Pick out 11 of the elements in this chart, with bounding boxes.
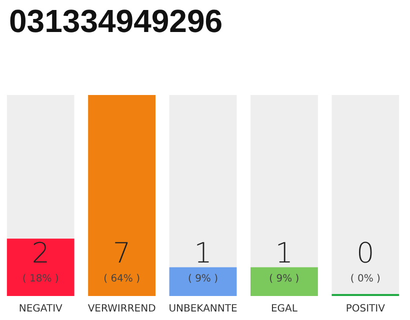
x-tick-label: EGAL	[270, 304, 298, 314]
chart-title: 031334949296	[9, 3, 223, 39]
x-tick-label: POSITIV	[346, 304, 386, 314]
x-tick-label: NEGATIV	[18, 304, 63, 314]
x-tick-label: VERWIRREND	[88, 304, 156, 314]
data-label: 2 ( 18% )	[22, 236, 59, 284]
x-tick-label: UNBEKANNTE	[168, 304, 238, 314]
data-label: 1 ( 9% )	[269, 236, 300, 284]
data-label: 1 ( 9% )	[188, 236, 218, 284]
data-label: 7 ( 64% )	[104, 236, 140, 284]
data-label: 0 ( 0% )	[350, 236, 381, 284]
